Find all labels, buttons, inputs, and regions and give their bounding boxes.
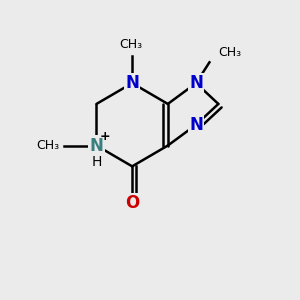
Text: CH₃: CH₃ — [36, 139, 59, 152]
Text: O: O — [125, 194, 139, 212]
Text: H: H — [91, 155, 102, 169]
Text: CH₃: CH₃ — [218, 46, 242, 59]
Text: N: N — [189, 116, 203, 134]
Text: N: N — [125, 74, 139, 92]
Text: CH₃: CH₃ — [119, 38, 142, 51]
Text: N: N — [90, 136, 104, 154]
Text: +: + — [100, 130, 110, 142]
Text: N: N — [189, 74, 203, 92]
